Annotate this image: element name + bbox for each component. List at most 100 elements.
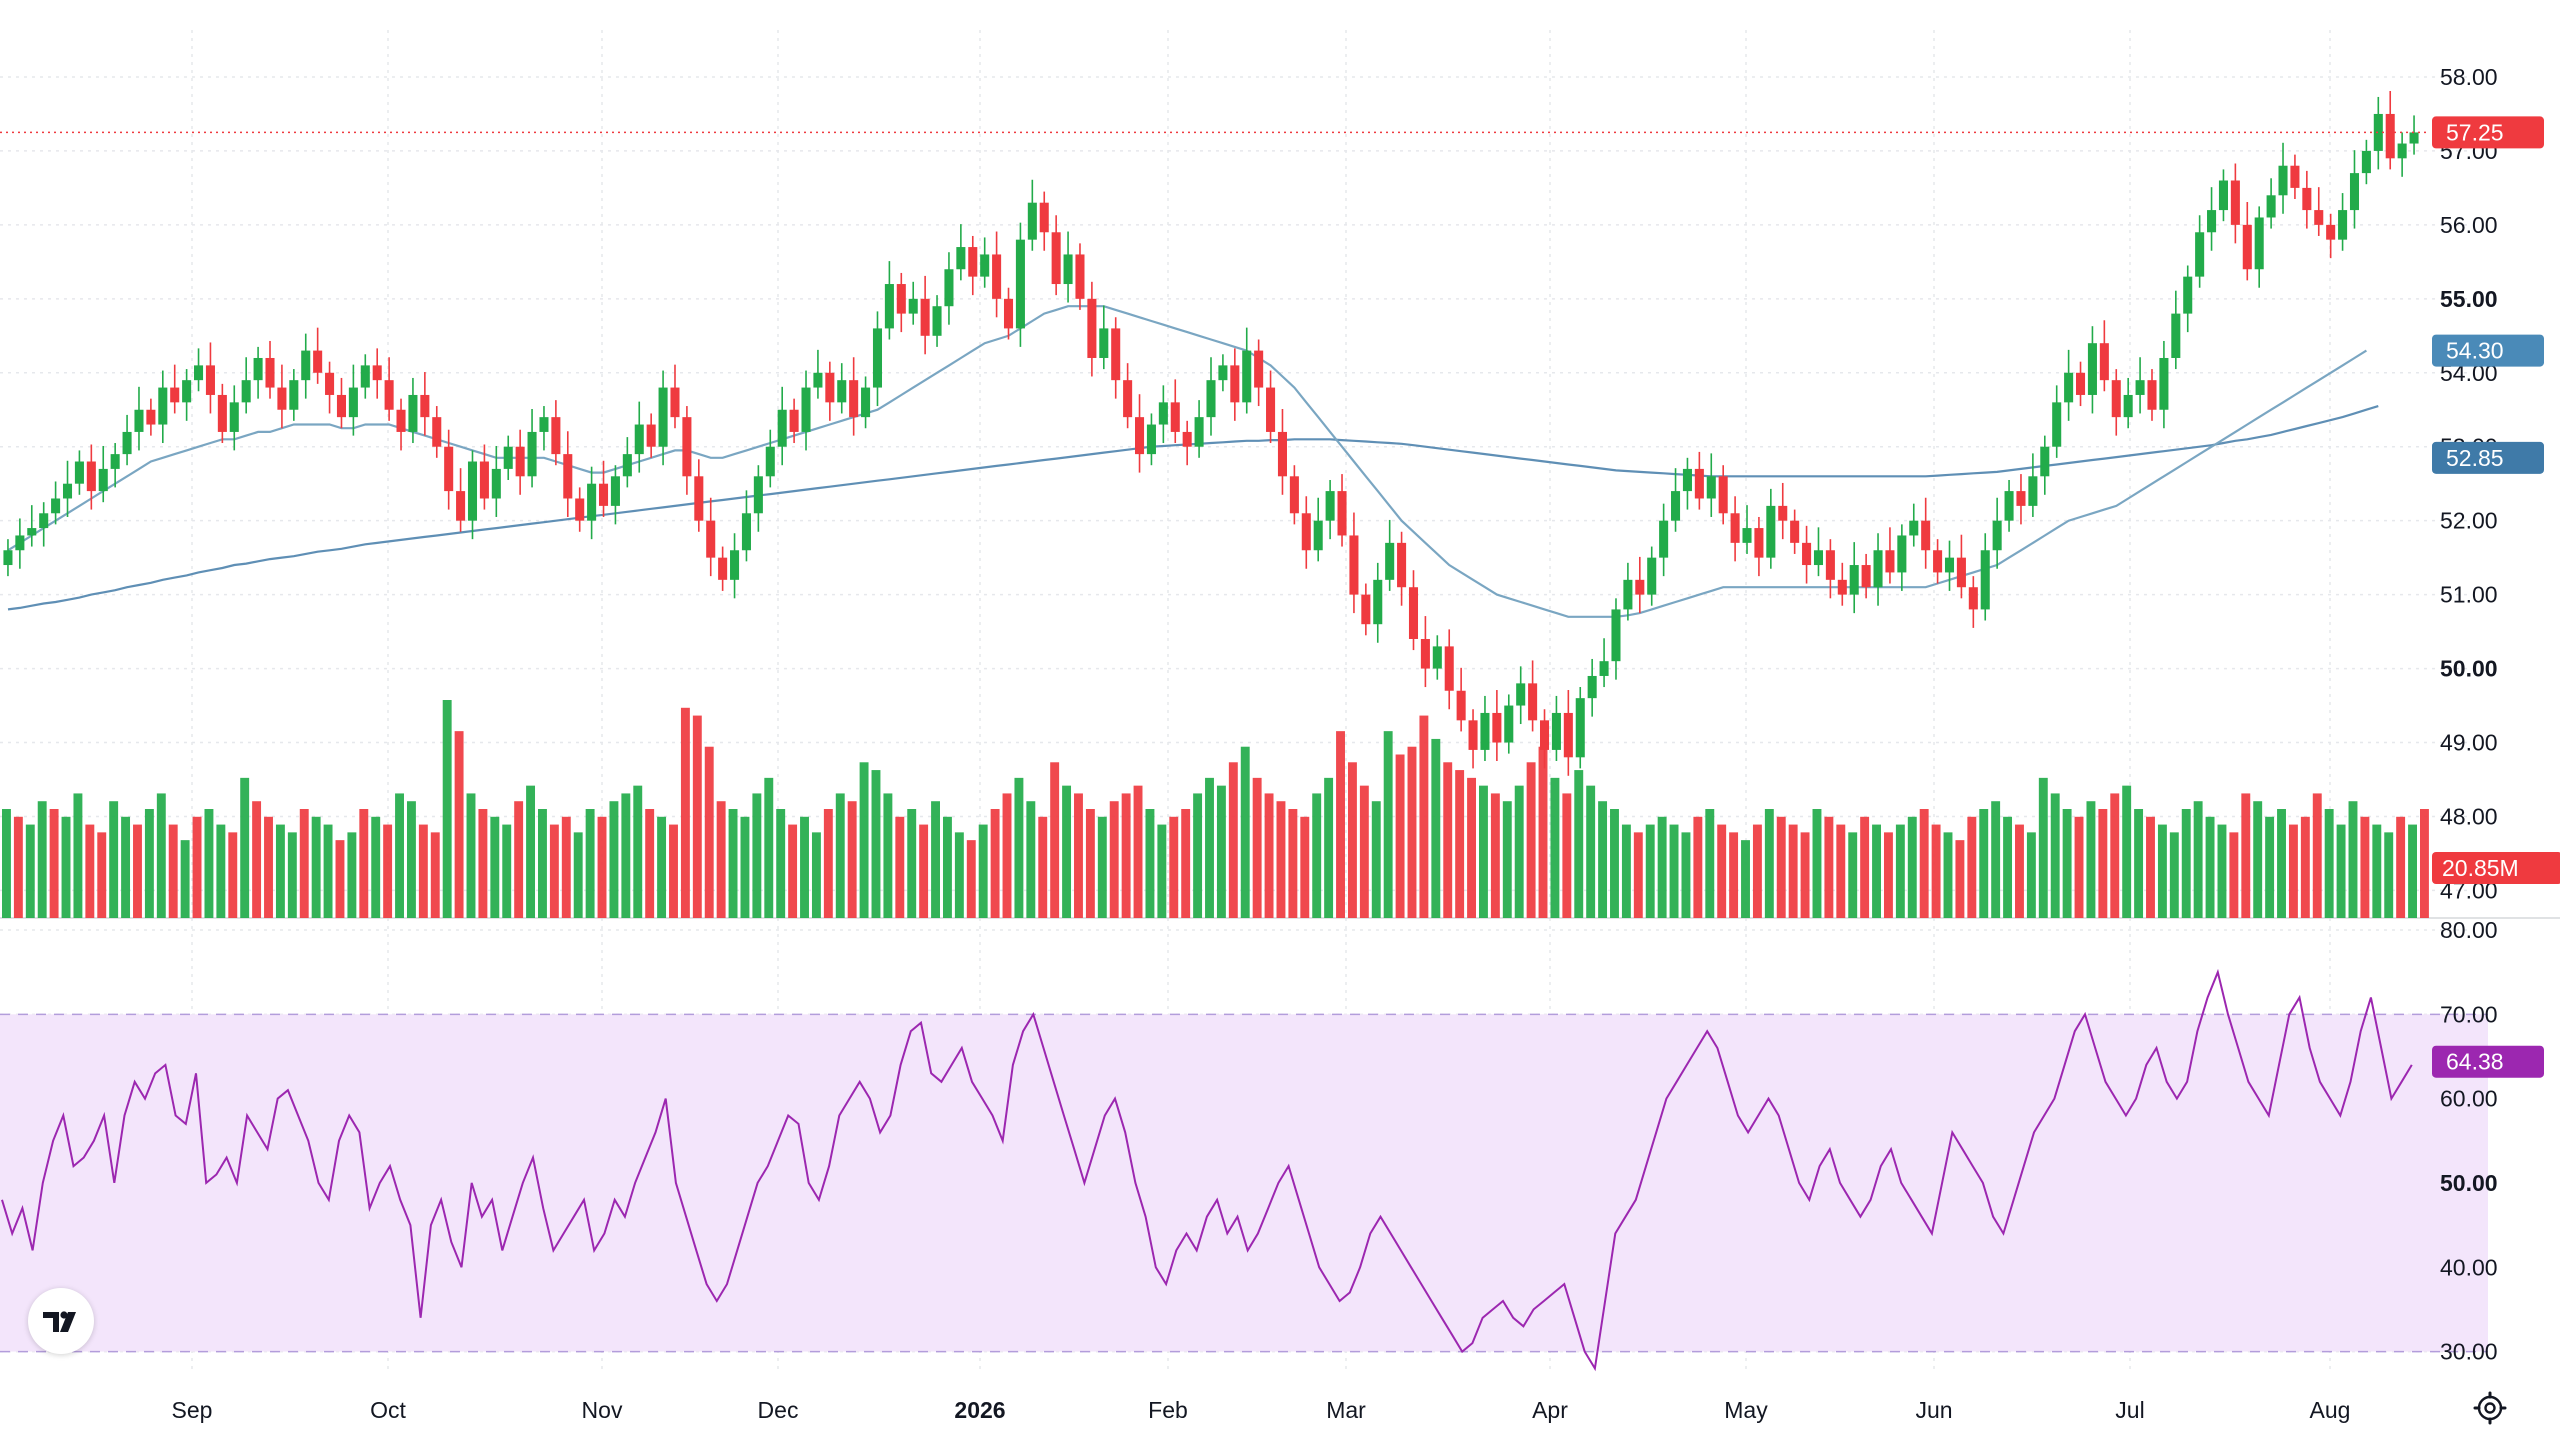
volume-bar	[752, 793, 762, 918]
candle	[610, 465, 620, 525]
candle	[1123, 363, 1133, 429]
candle-body	[908, 298, 918, 314]
volume-bar	[895, 816, 905, 918]
volume-bar	[2360, 816, 2370, 918]
candle	[1218, 354, 1228, 392]
volume-bar	[1407, 746, 1417, 918]
rsi-value-tag[interactable]: 64.38	[2432, 1045, 2544, 1078]
candle	[2183, 265, 2193, 333]
candle	[1623, 562, 1633, 621]
candle	[908, 281, 918, 325]
volume-bar	[1050, 762, 1060, 918]
volume-bar	[2372, 824, 2382, 918]
ma-fast-tag-text: 54.30	[2446, 338, 2504, 364]
candle	[1516, 666, 1526, 725]
candle	[1837, 562, 1847, 606]
volume-bar	[1824, 816, 1834, 918]
candle-body	[956, 247, 966, 270]
volume-bar	[1383, 731, 1393, 918]
candle	[1039, 191, 1049, 251]
volume-bar	[561, 816, 571, 918]
volume-tag[interactable]: 20.85M	[2432, 852, 2560, 884]
candle-body	[2052, 402, 2062, 447]
candle	[1373, 562, 1383, 643]
last-price-tag[interactable]: 57.25	[2432, 116, 2544, 149]
candle-body	[39, 513, 49, 529]
volume-bar	[1502, 801, 1512, 918]
volume-bar	[764, 777, 774, 918]
candle	[1349, 512, 1359, 614]
volume-bar	[1097, 816, 1107, 918]
volume-bar	[1883, 832, 1893, 918]
candle	[1408, 570, 1419, 651]
candle-body	[1992, 520, 2002, 551]
candle-body	[587, 483, 597, 521]
ma-slow-tag[interactable]: 52.85	[2432, 441, 2544, 474]
candle-body	[2218, 180, 2228, 211]
candle	[170, 364, 180, 414]
candle-body	[1027, 202, 1037, 240]
volume-bar	[454, 731, 464, 918]
candle-body	[741, 513, 751, 551]
volume-bar	[1836, 824, 1846, 918]
candle	[2159, 340, 2169, 429]
candle-body	[1968, 587, 1978, 610]
candle-body	[1385, 542, 1395, 580]
volume-bar	[2, 809, 11, 918]
candle-body	[1242, 350, 1252, 403]
volume-bar	[633, 785, 643, 918]
volume-bar	[13, 816, 23, 918]
candle-body	[27, 528, 37, 536]
ma-fast-tag[interactable]: 54.30	[2432, 334, 2544, 367]
candle-body	[1313, 520, 1323, 551]
candle	[1289, 465, 1299, 525]
price-axis-tick: 58.00	[2440, 64, 2498, 90]
rsi-value-tag-bg	[2432, 1045, 2544, 1078]
candle-body	[253, 357, 263, 381]
candle-body	[1254, 350, 1264, 388]
volume-bar	[1562, 793, 1572, 918]
candle	[682, 406, 692, 495]
volume-bar	[1705, 809, 1715, 918]
volume-bar	[73, 793, 83, 918]
volume-bar	[383, 824, 393, 918]
candle-body	[301, 350, 311, 381]
volume-bar	[121, 816, 131, 918]
price-axis-tick: 49.00	[2440, 730, 2498, 756]
candle-body	[110, 454, 120, 469]
candle	[1337, 474, 1347, 547]
volume-bar	[2420, 809, 2429, 918]
candle	[2242, 201, 2252, 281]
volume-bar	[2384, 832, 2394, 918]
candle-body	[479, 461, 489, 499]
candle	[1528, 660, 1538, 732]
candle-body	[1766, 505, 1776, 558]
gear-icon	[2473, 1391, 2507, 1425]
volume-bar	[252, 801, 262, 918]
candle-body	[730, 550, 740, 580]
candle	[1730, 496, 1740, 562]
volume-bar	[2122, 785, 2132, 918]
candle	[1706, 453, 1716, 517]
last-price-tag-bg	[2432, 116, 2544, 149]
volume-bar	[1860, 816, 1870, 918]
volume-bar	[788, 824, 798, 918]
volume-bar	[645, 809, 655, 918]
candle	[86, 444, 96, 510]
rsi-axis-tick: 60.00	[2440, 1086, 2498, 1112]
volume-bar	[811, 832, 821, 918]
candle	[646, 413, 656, 458]
volume-bar	[2062, 809, 2072, 918]
candle-body	[1277, 431, 1287, 477]
candle-body	[1456, 690, 1466, 721]
candle-body	[1551, 712, 1561, 750]
ma-fast-tag-bg	[2432, 334, 2544, 367]
candle-body	[372, 365, 382, 381]
candle	[2397, 132, 2407, 177]
volume-bar	[1800, 832, 1810, 918]
gear-icon[interactable]	[2472, 1390, 2508, 1426]
candle	[2052, 385, 2062, 458]
tradingview-logo-icon[interactable]	[28, 1288, 94, 1354]
